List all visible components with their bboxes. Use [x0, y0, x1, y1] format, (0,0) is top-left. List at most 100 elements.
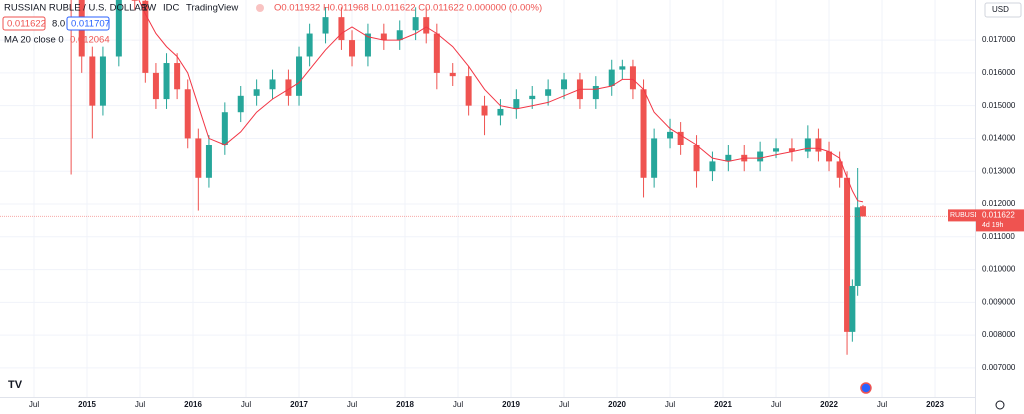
spread: 8.0 [52, 19, 65, 30]
candle-body [163, 63, 170, 100]
candle-body [396, 30, 403, 41]
candle-body [184, 89, 191, 139]
axes: 0.007000 0.008000 0.009000 0.010000 0.011000… [29, 35, 1024, 409]
y-tick-label: 0.012000 [982, 199, 1016, 208]
candle-body [174, 63, 181, 90]
candle-body [497, 108, 504, 116]
candle-body [269, 79, 276, 90]
currency-select[interactable] [984, 2, 1022, 18]
candle-body [306, 33, 313, 57]
candle-body [788, 148, 795, 152]
event-flag [860, 382, 872, 394]
candle-body [693, 144, 700, 172]
candle-body [322, 17, 329, 34]
last-price-box [976, 209, 1024, 232]
candle-body [338, 17, 345, 41]
y-tick-label: 0.007000 [982, 363, 1016, 372]
candle-body [725, 154, 732, 162]
candle-body [131, 0, 138, 1]
candle-body [364, 33, 371, 57]
candle-body [815, 138, 822, 152]
brand: TradingView [186, 3, 238, 14]
candle-body [349, 40, 356, 57]
status-dot [256, 4, 264, 12]
candle-body [804, 138, 811, 152]
x-tick-label: 2018 [396, 400, 414, 409]
x-tick-label: 2019 [502, 400, 520, 409]
candle-body [757, 151, 764, 162]
candle-body [592, 85, 599, 100]
candle-body [836, 161, 843, 178]
y-tick-label: 0.014000 [982, 134, 1016, 143]
candle-body [773, 148, 780, 152]
candle-body [423, 17, 430, 34]
y-tick-label: 0.009000 [982, 297, 1016, 306]
x-tick-label: 2015 [78, 400, 96, 409]
x-tick-label: Jul [241, 400, 251, 409]
legend-header: RUSSIAN RUBLE / U.S. DOLLAR 1W IDC Tradi… [2, 3, 542, 46]
candle-body [152, 72, 159, 100]
candle-body [481, 105, 488, 116]
bid: 0.011622 [7, 19, 46, 30]
x-tick-label: Jul [453, 400, 463, 409]
candle-body [99, 56, 106, 106]
x-tick-label: Jul [665, 400, 675, 409]
candle-body [195, 138, 202, 178]
candle-body [465, 76, 472, 106]
candle-body [205, 144, 212, 178]
x-tick-label: 2016 [184, 400, 202, 409]
currency: USD [992, 5, 1009, 14]
candle-body [709, 161, 716, 172]
moving-average [138, 0, 864, 203]
x-tick-label: Jul [29, 400, 39, 409]
last-price-symbol: RUBUSD [950, 212, 980, 219]
last-price-label: 0.011622 [982, 211, 1015, 220]
settings-icon[interactable] [995, 400, 1005, 410]
tv-logo: TV [8, 379, 23, 391]
candle-body [285, 79, 292, 96]
ma-value: 0.012064 [70, 35, 110, 46]
x-tick-label: Jul [559, 400, 569, 409]
candle-body [677, 131, 684, 145]
candle-body [449, 72, 456, 77]
x-tick-label: 2022 [820, 400, 838, 409]
candle-body [651, 138, 658, 178]
candle-body [296, 56, 303, 96]
candle-body [412, 17, 419, 31]
x-tick-label: Jul [347, 400, 357, 409]
candle-body [640, 89, 647, 178]
candle-body [826, 151, 833, 162]
y-tick-label: 0.010000 [982, 265, 1016, 274]
ma-name: MA 20 close 0 [4, 35, 64, 46]
candle-body [115, 0, 122, 57]
x-tick-label: Jul [877, 400, 887, 409]
buy-button[interactable] [66, 16, 110, 31]
candle-body [89, 56, 96, 106]
candle-body [849, 285, 856, 332]
candle-body [529, 95, 536, 100]
y-tick-label: 0.016000 [982, 68, 1016, 77]
ohlc-values: O0.011932 H0.011968 L0.011622 C0.011622 … [274, 3, 542, 14]
sell-button[interactable] [2, 16, 46, 31]
y-tick-label: 0.013000 [982, 166, 1016, 175]
countdown: 4d 19h [982, 222, 1004, 229]
interval: 1W [142, 3, 156, 14]
symbol-title: RUSSIAN RUBLE / U.S. DOLLAR [4, 3, 148, 14]
last-price-badge [948, 209, 976, 222]
candle-body [433, 33, 440, 73]
candle-body [608, 69, 615, 86]
candle-body [545, 89, 552, 96]
x-tick-label: Jul [771, 400, 781, 409]
candle-body [253, 89, 260, 96]
candle-body [221, 112, 228, 145]
grid [0, 0, 975, 397]
candle-body [619, 66, 626, 70]
candle-body [380, 33, 387, 41]
x-tick-label: Jul [135, 400, 145, 409]
candle-body [142, 0, 149, 73]
candle-body [859, 206, 866, 217]
y-tick-label: 0.015000 [982, 101, 1016, 110]
candle-body [561, 79, 568, 90]
